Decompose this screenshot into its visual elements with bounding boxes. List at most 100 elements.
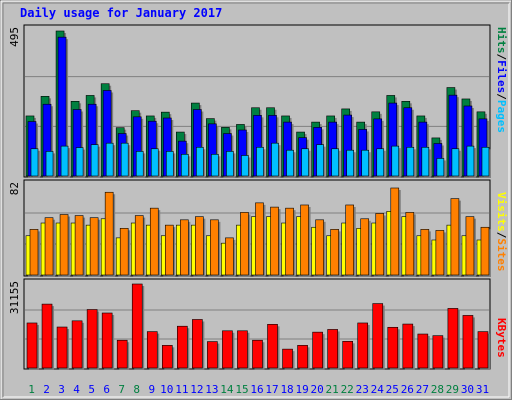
- x-tick-label: 23: [356, 383, 369, 396]
- sites-bar-day-4: [74, 215, 84, 276]
- kbytes-bar-day-12: [192, 319, 203, 369]
- x-tick-label: 10: [160, 383, 173, 396]
- pages-bar-day-8: [135, 151, 144, 177]
- sites-bar-day-19: [300, 204, 309, 276]
- sites-bar-day-26: [405, 212, 415, 276]
- pages-bar-day-3: [60, 145, 69, 177]
- x-tick-label: 9: [148, 383, 155, 396]
- kbytes-bar-day-23: [357, 322, 369, 369]
- pages-bar-day-27: [421, 146, 430, 177]
- kbytes-bar-day-10: [161, 345, 173, 369]
- pages-bar-day-30: [466, 145, 475, 177]
- svg-text:Hits/Files/Pages: Hits/Files/Pages: [495, 27, 508, 133]
- pages-bar-day-13: [211, 154, 219, 177]
- sites-bar-day-9: [149, 207, 159, 276]
- x-tick-label: 16: [250, 383, 263, 396]
- x-tick-label: 1: [28, 383, 35, 396]
- kbytes-bar-day-22: [342, 341, 353, 369]
- x-axis-labels: 1 2 3 4 5 6 7 8 9 10 11 12 13 14 15 16 17 18 19 20 21 22 23 24 2…: [28, 383, 489, 396]
- x-tick-label: 8: [133, 383, 140, 396]
- sites-bar-day-25: [390, 187, 400, 276]
- sites-bar-day-14: [225, 237, 234, 276]
- kbytes-bar-day-6: [101, 312, 113, 369]
- legend-1: Hits/Files/Pages: [495, 27, 508, 133]
- x-tick-label: 26: [401, 383, 414, 396]
- x-tick-label: 7: [118, 383, 125, 396]
- svg-text:KBytes: KBytes: [495, 318, 508, 358]
- legend-hits: Hits: [495, 27, 508, 54]
- kbytes-bar-day-31: [477, 331, 489, 369]
- kbytes-bar-day-21: [327, 329, 338, 369]
- x-tick-label: 28: [431, 383, 444, 396]
- kbytes-bar-day-26: [402, 323, 414, 369]
- pages-bar-day-11: [181, 154, 189, 177]
- legend-2: Visits/Sites: [495, 192, 508, 272]
- pages-bar-day-7: [120, 142, 129, 177]
- pages-bar-day-24: [376, 148, 385, 177]
- pages-bar-day-9: [150, 148, 159, 177]
- sites-bar-day-27: [420, 229, 430, 276]
- sites-bar-day-31: [480, 226, 490, 276]
- sites-bar-day-28: [435, 230, 445, 276]
- kbytes-bar-day-1: [26, 322, 38, 369]
- legend-pages: Pages: [495, 100, 508, 133]
- sites-bar-day-17: [270, 206, 279, 276]
- sites-bar-day-5: [89, 217, 99, 276]
- pages-bar-day-20: [316, 144, 324, 177]
- x-tick-label: 21: [326, 383, 339, 396]
- kbytes-bar-day-29: [447, 308, 459, 369]
- svg-text:Visits/Sites: Visits/Sites: [495, 192, 508, 272]
- x-tick-label: 2: [43, 383, 50, 396]
- x-tick-label: 13: [205, 383, 218, 396]
- sites-bar-day-7: [119, 228, 129, 276]
- kbytes-bar-day-11: [177, 325, 188, 369]
- sites-bar-day-2: [44, 217, 54, 276]
- legend-separator: /: [495, 93, 508, 100]
- x-tick-label: 4: [73, 383, 80, 396]
- legend-files: Files: [495, 60, 508, 93]
- ymax-label-1: 495: [8, 27, 21, 47]
- legend-visits: Visits: [495, 192, 508, 232]
- legend-sites: Sites: [495, 238, 508, 271]
- sites-bar-day-29: [450, 198, 460, 276]
- x-tick-label: 30: [461, 383, 474, 396]
- pages-bar-day-19: [301, 148, 309, 177]
- sites-bar-day-10: [164, 224, 174, 276]
- pages-bar-day-22: [346, 149, 354, 177]
- x-tick-label: 5: [88, 383, 95, 396]
- pages-bar-day-25: [391, 145, 400, 177]
- kbytes-bar-day-4: [71, 320, 83, 369]
- x-tick-label: 6: [103, 383, 110, 396]
- x-tick-label: 3: [58, 383, 65, 396]
- sites-bar-day-24: [375, 213, 385, 276]
- sites-bar-day-13: [210, 219, 219, 276]
- x-tick-label: 24: [371, 383, 385, 396]
- x-tick-label: 15: [235, 383, 248, 396]
- kbytes-bar-day-28: [432, 335, 444, 369]
- kbytes-bar-day-2: [41, 303, 53, 369]
- panel-visits-sites: 82 Visits/Sites: [8, 179, 508, 277]
- chart-title: Daily usage for January 2017: [20, 6, 222, 20]
- x-tick-label: 20: [311, 383, 324, 396]
- kbytes-bar-day-13: [207, 341, 218, 369]
- pages-bar-day-18: [286, 149, 294, 177]
- panel-hits-files-pages: 495 Hits/Files/Pages: [8, 24, 508, 178]
- pages-bar-day-16: [256, 146, 264, 177]
- ymax-label-2: 82: [8, 182, 21, 195]
- x-tick-label: 12: [190, 383, 203, 396]
- sites-bar-day-18: [285, 207, 294, 276]
- kbytes-bar-day-25: [387, 326, 399, 369]
- legend-kbytes: KBytes: [495, 318, 508, 358]
- pages-bar-day-12: [196, 146, 204, 177]
- x-tick-label: 19: [295, 383, 308, 396]
- x-tick-label: 22: [341, 383, 354, 396]
- sites-bar-day-11: [180, 219, 189, 276]
- panel-kbytes: 31155 KBytes: [8, 278, 508, 370]
- pages-bar-day-15: [241, 155, 249, 177]
- kbytes-bar-day-20: [312, 331, 323, 369]
- sites-bar-day-8: [134, 215, 144, 276]
- pages-bar-day-26: [406, 146, 415, 177]
- sites-bar-day-23: [360, 218, 370, 276]
- pages-bar-day-6: [105, 142, 114, 177]
- pages-bar-day-10: [165, 151, 174, 177]
